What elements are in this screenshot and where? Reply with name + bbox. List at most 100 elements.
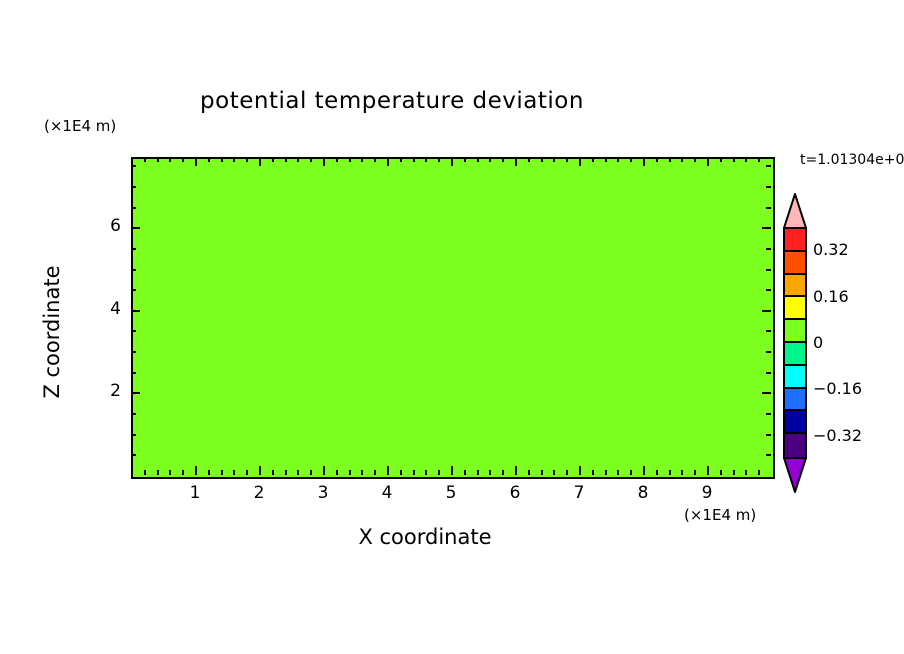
- x-minor-tick: [694, 157, 696, 162]
- x-minor-tick: [246, 157, 248, 162]
- colorbar-band: [785, 388, 805, 412]
- x-tick: [515, 466, 517, 475]
- x-minor-tick: [541, 470, 543, 475]
- y-minor-tick: [131, 454, 136, 456]
- colorbar-band: [785, 411, 805, 435]
- colorbar-under-arrow: [783, 457, 807, 493]
- x-minor-tick: [157, 470, 159, 475]
- y-tick: [131, 227, 140, 229]
- x-tick-label: 5: [445, 483, 457, 503]
- x-minor-tick: [425, 157, 427, 162]
- x-minor-tick: [669, 157, 671, 162]
- x-minor-tick: [297, 470, 299, 475]
- y-minor-tick: [131, 351, 136, 353]
- x-minor-tick: [656, 470, 658, 475]
- x-minor-tick: [733, 157, 735, 162]
- y-tick: [762, 310, 771, 312]
- y-minor-tick: [766, 248, 771, 250]
- colorbar-band: [785, 229, 805, 252]
- y-minor-tick: [766, 351, 771, 353]
- x-minor-tick: [285, 470, 287, 475]
- x-minor-tick: [182, 157, 184, 162]
- x-minor-tick: [374, 157, 376, 162]
- y-tick: [131, 310, 140, 312]
- x-minor-tick: [745, 470, 747, 475]
- x-minor-tick: [272, 470, 274, 475]
- x-tick-label: 8: [637, 483, 649, 503]
- colorbar-band: [785, 274, 805, 298]
- x-minor-tick: [169, 470, 171, 475]
- x-tick: [195, 466, 197, 475]
- colorbar-label: 0.16: [813, 286, 849, 306]
- x-minor-tick: [336, 470, 338, 475]
- x-tick: [387, 466, 389, 475]
- y-minor-tick: [766, 269, 771, 271]
- x-tick: [643, 157, 645, 166]
- x-minor-tick: [630, 157, 632, 162]
- x-minor-tick: [169, 157, 171, 162]
- y-minor-tick: [766, 289, 771, 291]
- y-minor-tick: [766, 330, 771, 332]
- x-tick: [515, 157, 517, 166]
- x-tick: [323, 157, 325, 166]
- x-minor-tick: [349, 157, 351, 162]
- x-minor-tick: [541, 157, 543, 162]
- x-minor-tick: [758, 157, 760, 162]
- x-minor-tick: [464, 470, 466, 475]
- y-minor-tick: [131, 372, 136, 374]
- time-annotation: t=1.01304e+07: [800, 152, 904, 168]
- x-minor-tick: [336, 157, 338, 162]
- x-minor-tick: [592, 470, 594, 475]
- colorbar-label: −0.32: [813, 425, 863, 445]
- y-minor-tick: [131, 207, 136, 209]
- x-minor-tick: [144, 157, 146, 162]
- colorbar-over-arrow: [783, 193, 807, 229]
- x-minor-tick: [592, 157, 594, 162]
- x-minor-tick: [694, 470, 696, 475]
- y-tick: [131, 392, 140, 394]
- colorbar-band: [785, 365, 805, 389]
- x-minor-tick: [400, 470, 402, 475]
- x-tick-label: 9: [701, 483, 713, 503]
- y-minor-tick: [766, 207, 771, 209]
- x-minor-tick: [221, 157, 223, 162]
- x-minor-tick: [605, 157, 607, 162]
- x-minor-tick: [208, 157, 210, 162]
- x-minor-tick: [489, 470, 491, 475]
- x-axis-unit-label: (×1E4 m): [684, 506, 757, 524]
- y-minor-tick: [766, 186, 771, 188]
- x-tick-label: 1: [189, 483, 201, 503]
- x-minor-tick: [745, 157, 747, 162]
- x-minor-tick: [656, 157, 658, 162]
- y-minor-tick: [766, 165, 771, 167]
- y-minor-tick: [131, 269, 136, 271]
- x-minor-tick: [221, 470, 223, 475]
- x-axis-title: X coordinate: [358, 525, 492, 549]
- x-minor-tick: [681, 470, 683, 475]
- x-minor-tick: [182, 470, 184, 475]
- y-tick: [762, 227, 771, 229]
- y-tick-label: 4: [110, 299, 121, 319]
- x-tick: [387, 157, 389, 166]
- x-minor-tick: [553, 470, 555, 475]
- y-minor-tick: [131, 289, 136, 291]
- x-tick-label: 7: [573, 483, 585, 503]
- z-axis-title: Z coordinate: [40, 265, 64, 399]
- x-minor-tick: [349, 470, 351, 475]
- x-tick: [579, 157, 581, 166]
- y-minor-tick: [766, 372, 771, 374]
- x-minor-tick: [617, 470, 619, 475]
- y-tick-label: 6: [110, 216, 121, 236]
- x-minor-tick: [425, 470, 427, 475]
- y-minor-tick: [131, 330, 136, 332]
- x-tick: [195, 157, 197, 166]
- x-minor-tick: [489, 157, 491, 162]
- x-tick: [643, 466, 645, 475]
- colorbar-label: 0.32: [813, 240, 849, 260]
- x-minor-tick: [669, 470, 671, 475]
- x-minor-tick: [361, 157, 363, 162]
- y-minor-tick: [131, 248, 136, 250]
- x-minor-tick: [157, 157, 159, 162]
- y-tick-label: 2: [110, 381, 121, 401]
- y-minor-tick: [131, 165, 136, 167]
